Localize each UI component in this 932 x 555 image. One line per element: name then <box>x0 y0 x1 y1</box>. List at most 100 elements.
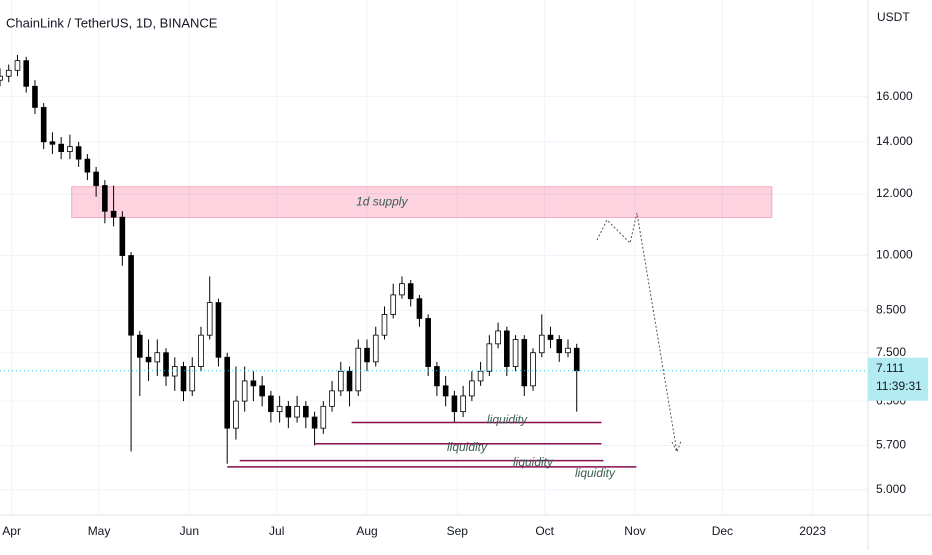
candle-body <box>565 347 571 354</box>
candle-body <box>381 314 388 336</box>
supply-zone-layer: 1d supply <box>71 186 773 219</box>
supply-zone <box>71 186 773 219</box>
annotations: liquidity liquidity liquidity liquidity <box>0 370 868 480</box>
x-tick-label: Jul <box>269 524 284 538</box>
candle-body <box>84 158 91 173</box>
x-tick-label: 2023 <box>799 524 826 538</box>
liquidity-label: liquidity <box>487 413 528 427</box>
candle-body <box>128 255 134 336</box>
candle-body <box>364 347 370 363</box>
y-tick-label: 14.000 <box>876 134 913 148</box>
countdown-label: 11:39:31 <box>876 379 922 393</box>
x-tick-label: Apr <box>2 524 21 538</box>
supply-zone-label: 1d supply <box>356 194 408 208</box>
candle-body <box>67 146 73 153</box>
chart-title: ChainLink / TetherUS, 1D, BINANCE <box>6 15 218 30</box>
candle-body <box>14 60 21 71</box>
candle-body <box>372 334 379 363</box>
candle-body <box>268 395 274 413</box>
x-tick-label: Nov <box>624 524 645 538</box>
candle-body <box>137 334 143 358</box>
candle-body <box>250 380 257 387</box>
x-tick-label: Aug <box>356 524 377 538</box>
candle-body <box>198 334 204 367</box>
candle-body <box>5 69 12 77</box>
candle-body <box>259 385 265 397</box>
candle-body <box>93 171 99 186</box>
liquidity-label: liquidity <box>575 466 616 480</box>
candle-body <box>530 352 536 387</box>
candle-body <box>521 339 528 387</box>
candle-body <box>556 339 563 354</box>
candle-body <box>233 400 239 429</box>
candle-body <box>434 366 440 387</box>
candle-body <box>0 75 3 81</box>
candle-body <box>346 370 353 392</box>
x-tick-label: Sep <box>447 524 469 538</box>
candle-body <box>399 283 405 296</box>
candle-body <box>442 385 449 397</box>
candle-body <box>469 380 475 397</box>
y-tick-label: 5.000 <box>876 482 906 496</box>
candle-body <box>102 185 108 212</box>
candle-body <box>206 302 213 336</box>
candle-body <box>32 85 38 108</box>
candle-body <box>40 107 47 143</box>
candle-body <box>303 405 309 418</box>
candle-body <box>477 370 484 382</box>
candle-body <box>75 146 82 160</box>
candle-body <box>451 395 458 413</box>
candle-body <box>355 347 362 392</box>
candle-body <box>154 352 161 363</box>
candle-body <box>241 380 248 402</box>
y-tick-label: 16.000 <box>876 89 913 103</box>
price-unit: USDT <box>877 10 910 24</box>
x-tick-label: Dec <box>712 524 733 538</box>
candle-body <box>189 366 196 392</box>
x-tick-label: May <box>88 524 111 538</box>
y-tick-label: 5.700 <box>876 438 906 452</box>
y-tick-label: 8.500 <box>876 303 906 317</box>
candle-body <box>329 390 335 407</box>
liquidity-label: liquidity <box>513 455 554 469</box>
candle-body <box>49 141 56 145</box>
candle-body <box>58 143 64 153</box>
candle-body <box>145 356 152 363</box>
y-tick-label: 12.000 <box>876 186 913 200</box>
candle-body <box>215 302 222 358</box>
candle-body <box>538 334 545 354</box>
candle-body <box>294 405 300 418</box>
candle-body <box>390 294 397 315</box>
y-tick-label: 7.500 <box>876 345 906 359</box>
candle-body <box>495 330 501 345</box>
candle-body <box>224 356 230 429</box>
candle-body <box>486 343 493 372</box>
candle-body <box>119 216 126 256</box>
x-tick-label: Jun <box>180 524 199 538</box>
candle-body <box>547 334 554 340</box>
last-price-label: 7.111 <box>876 361 905 375</box>
y-tick-label: 10.000 <box>876 248 913 262</box>
candles <box>0 55 580 464</box>
candle-body <box>337 370 344 392</box>
liquidity-label: liquidity <box>447 440 488 454</box>
candle-body <box>285 405 292 418</box>
candle-body <box>23 60 30 87</box>
candle-body <box>180 366 187 392</box>
candle-body <box>512 339 519 367</box>
candle-body <box>110 210 117 218</box>
candle-body <box>460 395 466 413</box>
candle-body <box>504 330 510 367</box>
candle-body <box>573 347 580 372</box>
last-price-box <box>868 357 928 401</box>
candle-body <box>163 352 169 377</box>
grid <box>0 0 868 515</box>
axes: 16.00014.00012.00010.0008.5007.5006.5005… <box>2 89 928 538</box>
candle-body <box>171 366 178 377</box>
candle-body <box>320 405 327 429</box>
x-tick-label: Oct <box>535 524 554 538</box>
candle-body <box>276 405 283 413</box>
